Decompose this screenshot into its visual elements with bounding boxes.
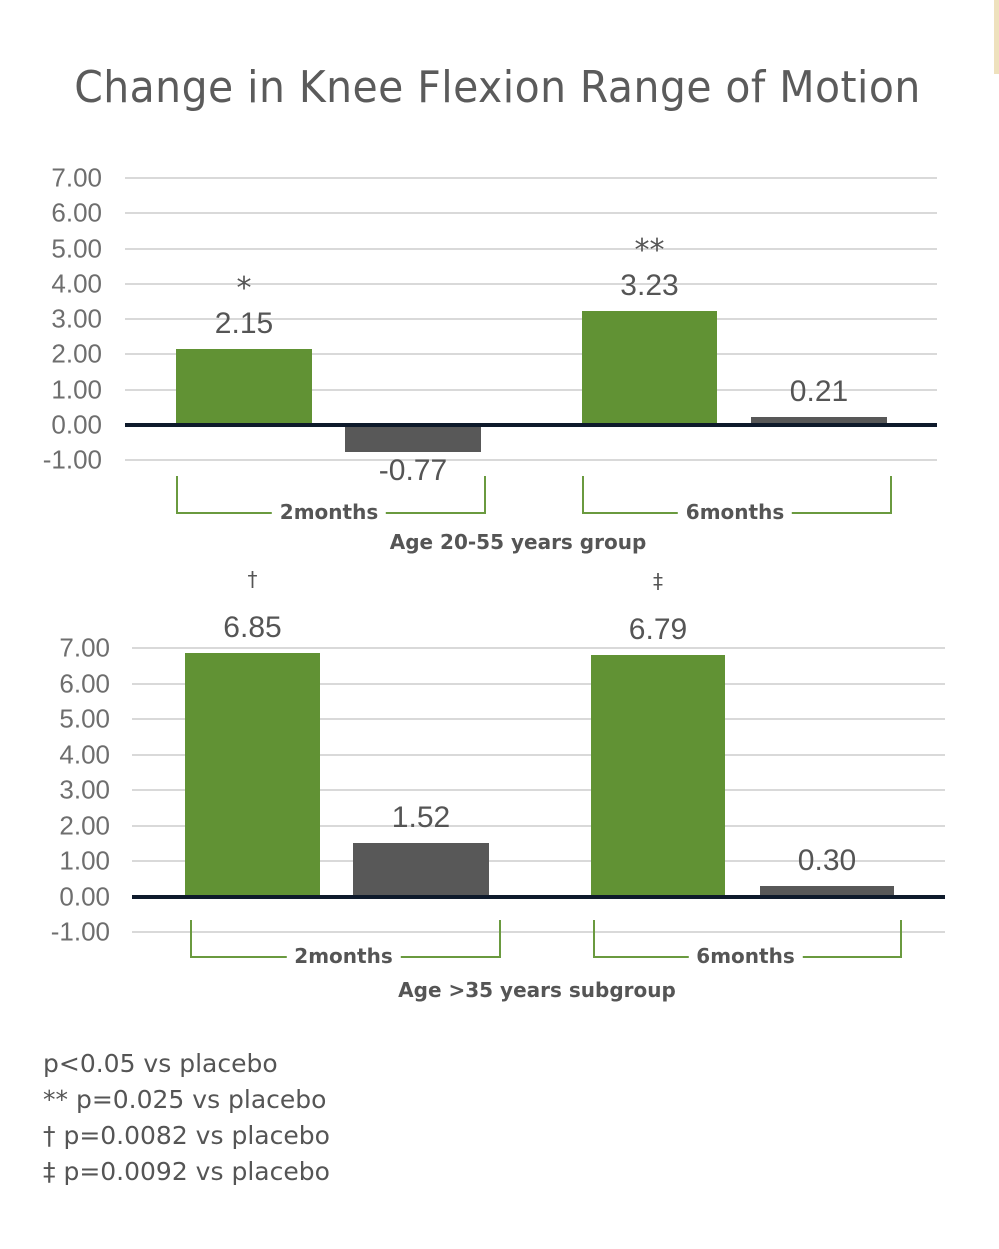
y-tick-label: -1.00 [50, 916, 110, 947]
group-label: Age 20-55 years group [389, 530, 647, 554]
footnote: p<0.05 vs placebo [43, 1049, 278, 1078]
footnote: ** p=0.025 vs placebo [43, 1085, 327, 1114]
significance-marker: ** [634, 232, 665, 268]
gridline [132, 647, 945, 649]
y-tick-label: 6.00 [59, 668, 110, 698]
bar-value-label: 2.15 [214, 306, 274, 340]
gridline [132, 931, 945, 933]
period-label: 2months [271, 500, 387, 524]
y-tick-label: -1.00 [42, 444, 102, 475]
significance-marker: ‡ [653, 569, 663, 594]
bar-value-label: 0.21 [789, 375, 849, 409]
footnotes: p<0.05 vs placebo ** p=0.025 vs placebo … [43, 1046, 330, 1190]
zero-axis-line [125, 422, 937, 427]
y-tick-label: 3.00 [59, 774, 110, 805]
treatment-bar [176, 348, 312, 425]
y-tick-label: 5.00 [59, 703, 110, 734]
y-tick-label: 2.00 [51, 338, 102, 369]
gridline [125, 318, 937, 320]
y-tick-label: 0.00 [59, 881, 110, 911]
y-tick-label: 7.00 [59, 632, 110, 663]
placebo-bar [751, 417, 887, 425]
gridline [132, 753, 945, 756]
placebo-bar [345, 424, 481, 452]
gridline [125, 282, 937, 285]
y-tick-label: 4.00 [59, 739, 110, 769]
footnote: ‡ p=0.0092 vs placebo [43, 1157, 330, 1186]
gridline [132, 682, 945, 685]
accent-bar [994, 0, 999, 74]
footnote: † p=0.0082 vs placebo [43, 1121, 330, 1150]
y-tick-label: 7.00 [51, 162, 102, 193]
zero-axis-line [132, 894, 945, 899]
y-tick-label: 3.00 [51, 303, 102, 334]
period-label: 2months [286, 944, 401, 968]
gridline [125, 459, 937, 461]
treatment-bar [582, 310, 717, 425]
gridline [132, 718, 945, 720]
chart-age-over-35: 7.00 6.00 5.00 4.00 3.00 2.00 1.00 0.00 -1.00 6.8… [50, 567, 945, 1002]
y-tick-label: 4.00 [51, 268, 102, 299]
bar-value-label: 0.30 [797, 843, 857, 877]
gridline [125, 247, 937, 250]
treatment-bar [185, 653, 320, 897]
period-label: 6months [688, 944, 803, 968]
significance-marker: * [236, 270, 252, 306]
treatment-bar [591, 655, 725, 897]
bar-value-label: -0.77 [378, 453, 448, 487]
y-tick-label: 1.00 [59, 845, 110, 876]
gridline [125, 212, 937, 215]
y-tick-label: 5.00 [51, 233, 102, 263]
gridline [125, 388, 937, 391]
gridline [132, 824, 945, 827]
y-tick-label: 6.00 [51, 197, 102, 228]
placebo-bar [353, 842, 489, 897]
gridline [125, 177, 937, 179]
chart-title: Change in Knee Flexion Range of Motion [74, 62, 921, 113]
gridline [132, 789, 945, 791]
gridline [132, 860, 945, 862]
bar-value-label: 6.79 [628, 613, 688, 647]
gridline [125, 353, 937, 356]
bar-value-label: 6.85 [223, 611, 282, 645]
chart-age-20-55: 7.00 6.00 5.00 4.00 3.00 2.00 1.00 0.00 -1.00 2.1… [0, 0, 999, 560]
placebo-bar [760, 885, 894, 897]
group-label: Age >35 years subgroup [398, 978, 676, 1002]
bar-value-label: 3.23 [620, 268, 679, 302]
bar-value-label: 1.52 [391, 800, 451, 834]
y-tick-label: 2.00 [59, 810, 110, 840]
y-tick-label: 0.00 [51, 409, 102, 440]
period-label: 6months [677, 500, 793, 524]
y-tick-label: 1.00 [51, 374, 102, 404]
significance-marker: † [247, 567, 258, 592]
